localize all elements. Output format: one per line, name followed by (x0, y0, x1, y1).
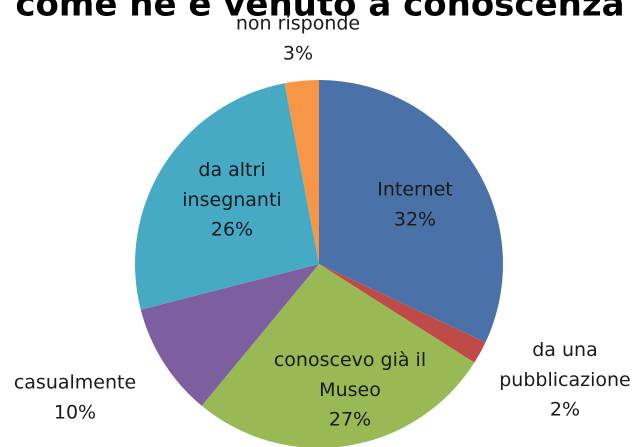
chart-title: come ne è venuto a conoscenza (15, 0, 624, 25)
pie-slice (319, 80, 504, 343)
pie-slice (140, 264, 319, 406)
slice-label: non risponde (236, 13, 360, 35)
slice-label: Internet (377, 179, 452, 201)
slice-label: da una pubblicazione (499, 339, 630, 391)
pie-slice (319, 264, 486, 363)
slice-value-label: 10% (54, 402, 96, 424)
slice-value-label: 26% (211, 219, 253, 241)
slice-value-label: 32% (394, 209, 436, 231)
pie-slice (135, 83, 319, 310)
pie-slice (284, 80, 319, 264)
slice-label: conoscevo già il Museo (274, 349, 426, 401)
slice-value-label: 3% (283, 43, 313, 65)
slice-value-label: 27% (329, 409, 371, 431)
pie-slice (201, 264, 475, 447)
slice-label: casualmente (14, 372, 136, 394)
slice-value-label: 2% (550, 399, 580, 421)
slice-label: da altri insegnanti (182, 159, 281, 211)
